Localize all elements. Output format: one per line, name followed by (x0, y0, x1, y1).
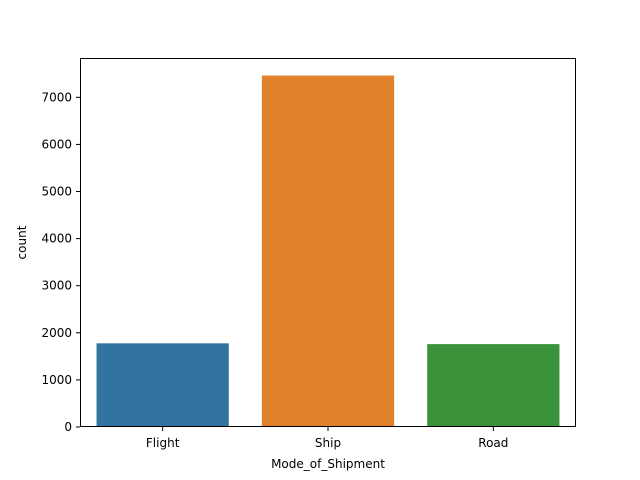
y-tick-label: 6000 (41, 137, 72, 151)
plot-frame (80, 58, 576, 427)
y-tick-label: 7000 (41, 90, 72, 104)
y-tick-label: 0 (64, 420, 72, 434)
y-tick-label: 2000 (41, 326, 72, 340)
bar-flight (96, 343, 229, 427)
bar-road (427, 344, 560, 427)
y-axis-title: count (15, 225, 29, 259)
x-axis: Flight Ship Road (146, 427, 508, 450)
x-axis-title: Mode_of_Shipment (271, 457, 385, 471)
x-tick-label: Flight (146, 436, 180, 450)
y-tick-label: 5000 (41, 185, 72, 199)
x-tick-label: Ship (315, 436, 341, 450)
y-tick-label: 1000 (41, 373, 72, 387)
y-axis: 0 1000 2000 3000 4000 5000 6000 7000 (41, 90, 80, 434)
bars-group (96, 75, 560, 427)
x-tick-label: Road (478, 436, 508, 450)
y-tick-label: 3000 (41, 279, 72, 293)
bar-ship (261, 75, 395, 427)
y-tick-label: 4000 (41, 232, 72, 246)
